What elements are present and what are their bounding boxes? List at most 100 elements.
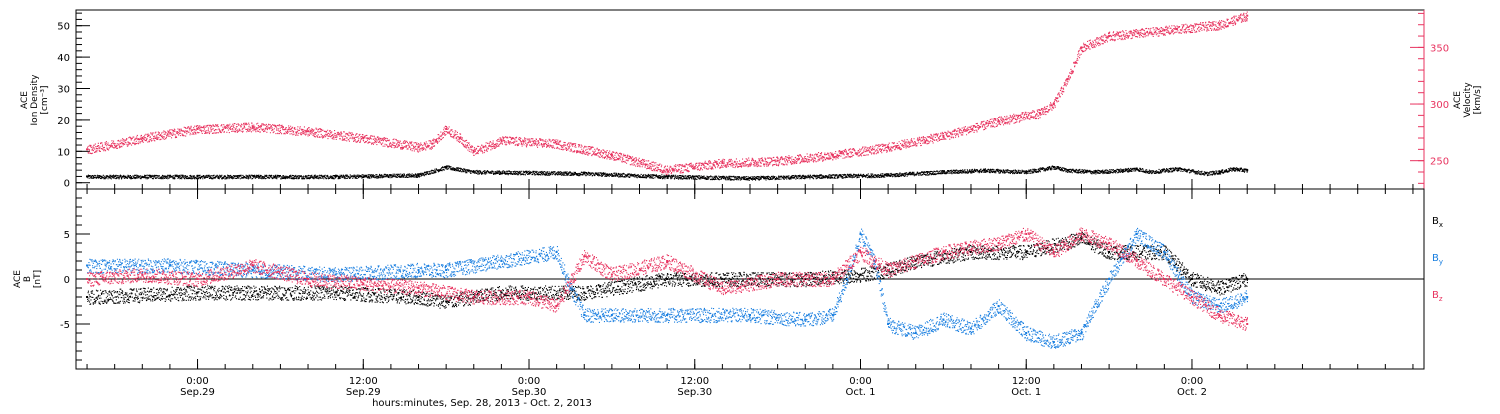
by-series-point-26: [1108, 278, 1111, 280]
x-tick-time-1: 12:00: [349, 376, 378, 387]
velocity-series: [86, 11, 1249, 175]
by-series-point-15: [845, 278, 848, 280]
x-tick-time-3: 12:00: [680, 376, 709, 387]
time-axis: 0:00Sep.2912:00Sep.290:00Sep.3012:00Sep.…: [86, 179, 1414, 398]
legend-subscript: z: [1439, 295, 1443, 303]
by-series-point-20: [942, 318, 945, 321]
by-series-point-21: [969, 327, 972, 330]
velocity-series-point-7: [431, 142, 434, 145]
bx-series-point-7: [583, 291, 586, 294]
bz-series-point-0: [86, 278, 89, 280]
velocity-series-point-6: [417, 146, 420, 149]
bx-series-point-10: [804, 278, 807, 280]
by-series-point-12: [749, 314, 751, 316]
bz-series-point-19: [997, 242, 1000, 244]
top-plot-area: [86, 11, 1249, 181]
velocity-axis-label-line-0: ACE: [1453, 91, 1463, 109]
field-axis-tick-label: 5: [64, 230, 70, 241]
density-axis-label-line-1: Ion Density: [30, 74, 40, 126]
density-series: [86, 165, 1249, 181]
field-axis-label: ACE B [nT]: [13, 270, 43, 288]
bz-series: [86, 227, 1249, 331]
bz-series-point-21: [1052, 251, 1055, 253]
by-series-point-0: [86, 264, 89, 267]
density-axis-tick-label: 30: [57, 85, 70, 96]
density-series-point-4: [445, 166, 448, 169]
density-axis-tick-label: 50: [57, 22, 70, 33]
by-series-point-4: [417, 269, 420, 271]
density-series-point-13: [1025, 170, 1028, 173]
velocity-series-point-13: [610, 154, 613, 157]
field-axis-tick-label: -5: [60, 320, 70, 331]
bz-series-point-14: [776, 278, 779, 280]
velocity-series-point-24: [1080, 46, 1083, 49]
legend-label: By: [1432, 253, 1443, 266]
velocity-series-point-5: [362, 137, 365, 140]
bz-series-point-23: [1108, 242, 1111, 244]
bz-series-point-9: [555, 305, 558, 307]
density-series-point-22: [1218, 170, 1221, 173]
bx-series-point-0: [86, 296, 89, 298]
by-series-point-11: [666, 314, 669, 316]
bz-series-point-27: [1218, 314, 1221, 316]
field-axis-label-line-0: ACE: [13, 270, 23, 288]
by-series-point-7: [555, 251, 558, 253]
field-axis-label-line-2: [nT]: [33, 270, 43, 288]
velocity-series-point-21: [1039, 112, 1042, 115]
density-series-trace: [87, 165, 1248, 181]
velocity-series-point-0: [86, 148, 89, 151]
velocity-axis-tick-label: 300: [1430, 100, 1449, 111]
bx-series-point-21: [1246, 278, 1249, 280]
velocity-axis-tick-label: 350: [1430, 43, 1449, 54]
velocity-series-point-1: [141, 137, 144, 140]
density-axis-tick-label: 40: [57, 53, 70, 64]
bz-series-point-12: [666, 260, 669, 262]
by-series-point-25: [1080, 332, 1083, 334]
velocity-series-point-16: [776, 159, 779, 162]
bz-series-point-6: [417, 287, 420, 289]
by-series-point-19: [914, 332, 917, 334]
x-tick-date-1: Sep.29: [346, 387, 381, 398]
legend-label: Bz: [1432, 290, 1443, 303]
bz-series-point-26: [1190, 296, 1193, 298]
x-axis-title: hours:minutes, Sep. 28, 2013 - Oct. 2, 2…: [372, 398, 592, 409]
velocity-series-point-9: [458, 137, 461, 140]
x-tick-time-4: 0:00: [849, 376, 871, 387]
bz-series-point-1: [141, 273, 144, 276]
x-tick-time-2: 0:00: [518, 376, 540, 387]
by-series-point-24: [1052, 341, 1055, 343]
x-tick-date-6: Oct. 2: [1177, 387, 1207, 398]
velocity-series-point-28: [1246, 14, 1249, 17]
bx-series-point-20: [1218, 287, 1221, 289]
bx-series-point-19: [1190, 278, 1193, 280]
x-tick-date-2: Sep.30: [512, 387, 547, 398]
density-axis-label-line-2: [cm⁻³]: [40, 85, 50, 114]
bx-series-point-6: [500, 291, 503, 294]
velocity-series-point-27: [1218, 23, 1221, 26]
bz-series-point-5: [362, 282, 365, 285]
by-series-trace: [87, 227, 1248, 349]
velocity-series-point-19: [942, 134, 945, 137]
x-tick-date-4: Oct. 1: [845, 387, 875, 398]
bx-series-point-1: [196, 291, 199, 294]
velocity-axis-label-line-2: [km/s]: [1473, 86, 1483, 115]
x-tick-date-3: Sep.30: [677, 387, 712, 398]
legend-subscript: x: [1439, 221, 1443, 229]
by-series-point-13: [804, 318, 807, 321]
density-axis-tick-label: 0: [64, 179, 70, 190]
density-axis-label: ACE Ion Density [cm⁻³]: [20, 74, 50, 126]
legend-bx: Bx: [1432, 216, 1443, 229]
density-series-point-17: [1121, 169, 1124, 172]
legend-subscript: y: [1439, 258, 1443, 266]
density-series-point-24: [1246, 169, 1249, 172]
bx-series-point-16: [1080, 237, 1083, 240]
by-series-point-2: [251, 269, 254, 271]
bottom-plot-area: [86, 227, 1249, 349]
velocity-series-point-15: [721, 161, 724, 164]
bz-series-point-3: [251, 264, 254, 267]
density-axis-label-line-0: ACE: [20, 91, 30, 109]
by-series-point-28: [1163, 251, 1166, 253]
velocity-series-trace: [87, 11, 1248, 175]
top-panel-frame: [75, 9, 1425, 190]
